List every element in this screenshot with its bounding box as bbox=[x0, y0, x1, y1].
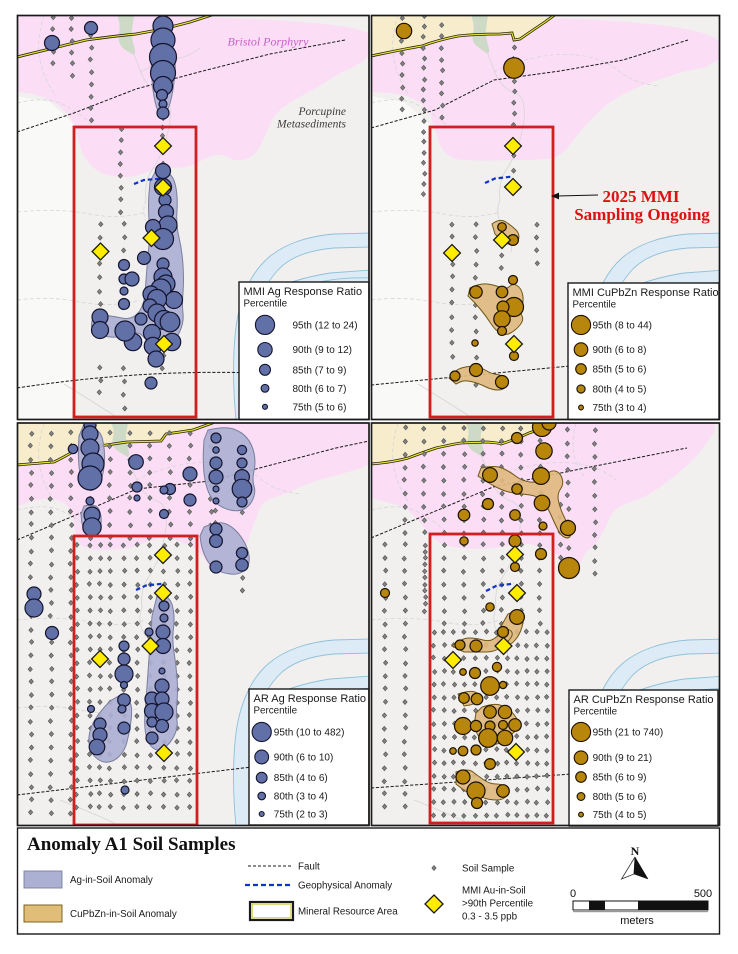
svg-text:80th (3 to 4): 80th (3 to 4) bbox=[274, 792, 328, 803]
svg-text:95th (8 to 44): 95th (8 to 44) bbox=[593, 321, 652, 332]
svg-text:AR Ag Response Ratio: AR Ag Response Ratio bbox=[254, 693, 367, 705]
svg-text:Porcupine: Porcupine bbox=[298, 106, 346, 118]
svg-text:85th (4 to 6): 85th (4 to 6) bbox=[274, 773, 328, 784]
svg-text:90th (6 to 10): 90th (6 to 10) bbox=[274, 753, 333, 764]
svg-text:Fault: Fault bbox=[298, 862, 320, 873]
svg-text:Mineral Resource Area: Mineral Resource Area bbox=[298, 907, 398, 918]
svg-text:85th (5 to 6): 85th (5 to 6) bbox=[593, 365, 647, 376]
svg-text:75th (4 to 5): 75th (4 to 5) bbox=[593, 810, 647, 821]
svg-text:85th (6 to 9): 85th (6 to 9) bbox=[593, 773, 647, 784]
svg-text:0: 0 bbox=[570, 888, 576, 900]
svg-text:Metasediments: Metasediments bbox=[276, 119, 347, 131]
svg-text:N: N bbox=[631, 844, 640, 858]
svg-text:Soil Sample: Soil Sample bbox=[462, 864, 515, 875]
svg-text:85th (7 to 9): 85th (7 to 9) bbox=[293, 365, 347, 376]
svg-text:MMI Au-in-Soil: MMI Au-in-Soil bbox=[462, 886, 526, 897]
svg-text:95th (10 to 482): 95th (10 to 482) bbox=[274, 728, 345, 739]
svg-text:500: 500 bbox=[694, 888, 712, 900]
svg-text:2025 MMI: 2025 MMI bbox=[603, 187, 680, 206]
svg-text:Percentile: Percentile bbox=[254, 706, 298, 717]
svg-text:75th (5 to 6): 75th (5 to 6) bbox=[293, 402, 347, 413]
svg-text:MMI Ag Response Ratio: MMI Ag Response Ratio bbox=[244, 286, 363, 298]
svg-text:meters: meters bbox=[620, 915, 654, 927]
svg-text:80th (4 to 5): 80th (4 to 5) bbox=[593, 385, 647, 396]
svg-text:95th (21 to 740): 95th (21 to 740) bbox=[593, 728, 664, 739]
svg-text:Percentile: Percentile bbox=[244, 299, 288, 310]
svg-text:Sampling Ongoing: Sampling Ongoing bbox=[574, 205, 710, 224]
svg-text:CuPbZn-in-Soil Anomaly: CuPbZn-in-Soil Anomaly bbox=[70, 909, 177, 920]
svg-text:Anomaly A1 Soil Samples: Anomaly A1 Soil Samples bbox=[27, 834, 236, 855]
svg-text:Percentile: Percentile bbox=[574, 707, 618, 718]
svg-text:75th (3 to 4): 75th (3 to 4) bbox=[593, 403, 647, 414]
svg-text:MMI CuPbZn Response Ratio: MMI CuPbZn Response Ratio bbox=[573, 287, 719, 299]
svg-text:80th (6 to 7): 80th (6 to 7) bbox=[293, 384, 347, 395]
svg-text:Percentile: Percentile bbox=[573, 300, 617, 311]
svg-text:Geophysical Anomaly: Geophysical Anomaly bbox=[298, 881, 392, 892]
svg-text:AR CuPbZn Response Ratio: AR CuPbZn Response Ratio bbox=[574, 694, 714, 706]
svg-text:95th (12 to 24): 95th (12 to 24) bbox=[293, 320, 358, 331]
svg-text:90th (9 to 21): 90th (9 to 21) bbox=[593, 753, 652, 764]
svg-text:90th (9 to 12): 90th (9 to 12) bbox=[293, 345, 352, 356]
svg-text:80th (5 to 6): 80th (5 to 6) bbox=[593, 792, 647, 803]
svg-text:Ag-in-Soil Anomaly: Ag-in-Soil Anomaly bbox=[70, 875, 153, 886]
svg-text:75th (2 to 3): 75th (2 to 3) bbox=[274, 810, 328, 821]
svg-text:90th (6 to 8): 90th (6 to 8) bbox=[593, 345, 647, 356]
svg-text:>90th Percentile: >90th Percentile bbox=[462, 899, 534, 910]
svg-text:Bristol Porphyry: Bristol Porphyry bbox=[228, 35, 310, 49]
svg-text:0.3 - 3.5 ppb: 0.3 - 3.5 ppb bbox=[462, 912, 518, 923]
